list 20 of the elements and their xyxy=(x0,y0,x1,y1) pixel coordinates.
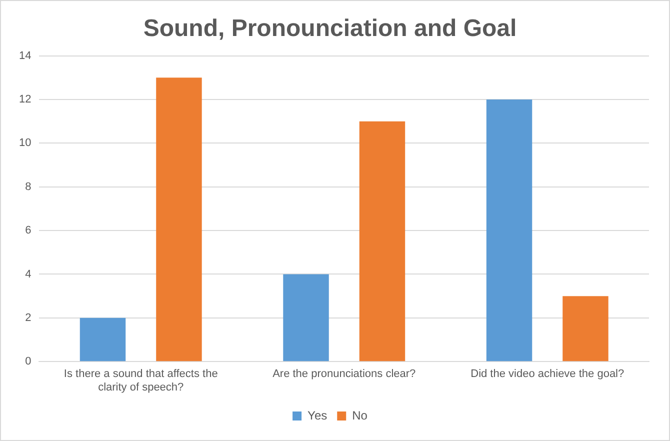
bar xyxy=(80,318,126,362)
legend-label: No xyxy=(352,408,368,422)
y-tick-label: 12 xyxy=(18,94,32,106)
x-tick-label: Is there a sound that affects the clarity of speech? xyxy=(64,368,218,394)
bar xyxy=(283,274,329,362)
y-tick-label: 6 xyxy=(25,224,32,237)
bar xyxy=(486,99,532,362)
y-tick-label: 4 xyxy=(25,268,32,280)
legend-label: Yes xyxy=(308,408,328,422)
chart-title: Sound, Pronounciation and Goal xyxy=(143,15,517,42)
y-tick-label: 2 xyxy=(25,312,32,324)
x-tick-label: Are the pronunciations clear? xyxy=(272,368,416,380)
bar xyxy=(156,78,202,362)
y-tick-label: 10 xyxy=(18,137,32,150)
y-tick-label: 14 xyxy=(18,50,32,62)
y-tick-label: 0 xyxy=(25,356,32,368)
x-tick-label: Did the video achieve the goal? xyxy=(470,368,624,380)
bar xyxy=(562,296,608,362)
y-tick-label: 8 xyxy=(25,180,32,193)
bar xyxy=(359,121,406,362)
